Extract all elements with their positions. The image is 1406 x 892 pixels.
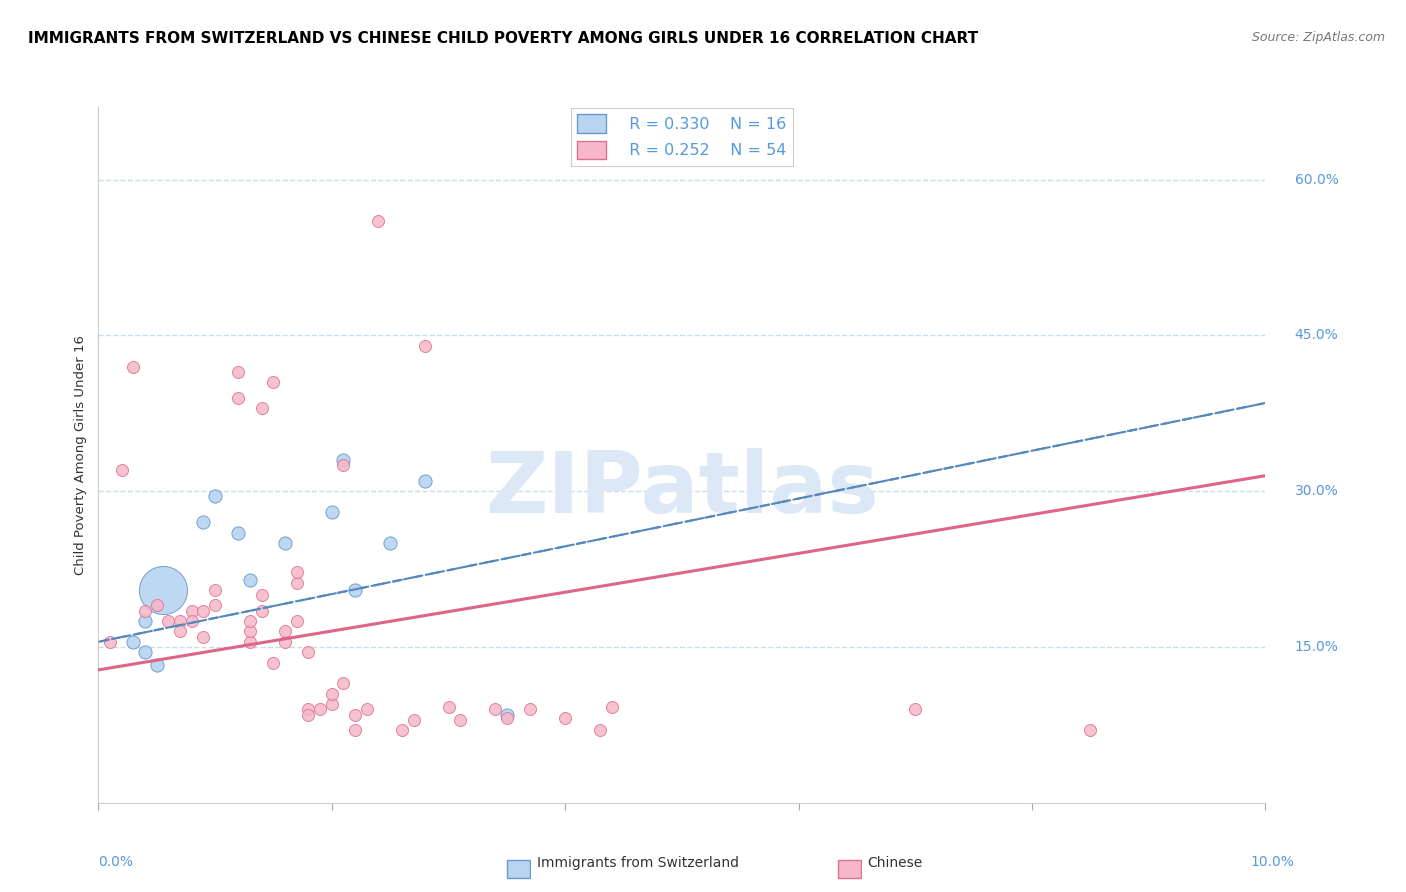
Point (391, 723, 413, 738)
Point (519, 702, 541, 716)
Point (297, 645, 319, 659)
Point (239, 614, 262, 628)
Point (413, 474, 436, 488)
Point (228, 391, 250, 405)
Point (589, 723, 612, 738)
Point (122, 635, 145, 649)
Point (356, 702, 378, 716)
Point (169, 624, 191, 639)
Point (250, 401, 273, 416)
Text: Source: ZipAtlas.com: Source: ZipAtlas.com (1251, 31, 1385, 45)
Point (484, 702, 506, 716)
Point (180, 604, 202, 618)
Point (111, 463, 134, 477)
Point (380, 536, 402, 550)
Point (402, 713, 425, 727)
Text: Chinese: Chinese (868, 855, 922, 870)
Point (204, 490, 226, 504)
Point (274, 624, 297, 639)
Point (904, 702, 927, 716)
Point (344, 707, 367, 722)
Point (600, 700, 623, 714)
Point (285, 566, 308, 580)
Text: 60.0%: 60.0% (1295, 173, 1339, 186)
Point (496, 707, 519, 722)
Point (228, 525, 250, 540)
Point (134, 604, 156, 618)
Point (332, 676, 354, 690)
Text: 0.0%: 0.0% (98, 855, 134, 869)
Point (437, 700, 460, 714)
Point (309, 702, 332, 716)
FancyBboxPatch shape (838, 860, 860, 878)
Point (98, 635, 121, 649)
Point (554, 711, 576, 725)
Point (134, 614, 156, 628)
Point (321, 505, 343, 519)
Point (250, 588, 273, 602)
Point (285, 575, 308, 590)
Text: ZIPatlas: ZIPatlas (485, 448, 879, 532)
Point (297, 707, 319, 722)
Point (134, 645, 156, 659)
FancyBboxPatch shape (508, 860, 530, 878)
Point (239, 573, 262, 587)
Text: 45.0%: 45.0% (1295, 328, 1339, 343)
Point (344, 723, 367, 738)
Text: Immigrants from Switzerland: Immigrants from Switzerland (537, 855, 740, 870)
Point (332, 458, 354, 473)
Point (367, 214, 389, 228)
Text: 15.0%: 15.0% (1295, 640, 1339, 654)
Point (262, 376, 284, 390)
Point (193, 604, 215, 618)
Point (274, 635, 297, 649)
Point (180, 614, 202, 628)
Point (204, 582, 226, 597)
Point (146, 657, 169, 672)
Point (157, 614, 180, 628)
Point (193, 630, 215, 644)
Point (146, 599, 169, 613)
Point (274, 536, 297, 550)
Text: 30.0%: 30.0% (1295, 484, 1339, 499)
Point (239, 624, 262, 639)
Point (239, 635, 262, 649)
Point (250, 604, 273, 618)
Point (169, 614, 191, 628)
Point (413, 339, 436, 353)
Point (152, 582, 174, 597)
Point (496, 711, 519, 725)
Y-axis label: Child Poverty Among Girls Under 16: Child Poverty Among Girls Under 16 (75, 335, 87, 574)
Point (122, 359, 145, 374)
Point (262, 656, 284, 670)
Point (449, 713, 471, 727)
Point (1080, 723, 1102, 738)
Point (204, 599, 226, 613)
Point (321, 687, 343, 701)
Point (321, 697, 343, 711)
Point (228, 365, 250, 379)
Point (297, 702, 319, 716)
Text: 10.0%: 10.0% (1251, 855, 1295, 869)
Point (285, 614, 308, 628)
Point (344, 582, 367, 597)
Point (193, 516, 215, 530)
Point (332, 453, 354, 467)
Legend:   R = 0.330    N = 16,   R = 0.252    N = 54: R = 0.330 N = 16, R = 0.252 N = 54 (571, 108, 793, 166)
Text: IMMIGRANTS FROM SWITZERLAND VS CHINESE CHILD POVERTY AMONG GIRLS UNDER 16 CORREL: IMMIGRANTS FROM SWITZERLAND VS CHINESE C… (28, 31, 979, 46)
